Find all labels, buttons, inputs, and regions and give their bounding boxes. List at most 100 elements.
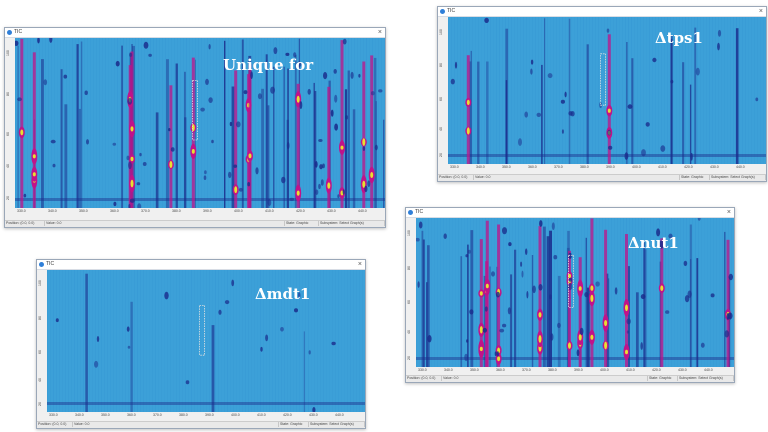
heatmap-texture-line	[339, 38, 340, 208]
heatmap-hot-streak	[20, 38, 24, 208]
heatmap-texture-line	[216, 38, 217, 208]
heatmap-texture-line	[95, 270, 96, 412]
x-tick-label: 390.0	[574, 368, 583, 372]
heatmap-texture-line	[668, 218, 669, 367]
heatmap-texture-line	[703, 17, 704, 164]
heatmap-streak	[422, 239, 425, 367]
heatmap-hot-streak	[169, 85, 173, 208]
heatmap-spot	[652, 57, 657, 63]
heatmap-spot	[416, 237, 420, 242]
heatmap-texture-line	[300, 38, 301, 208]
heatmap-texture-line	[336, 38, 337, 208]
heatmap-texture-line	[225, 38, 226, 208]
heatmap-spot	[148, 53, 152, 57]
heatmap-texture-line	[303, 38, 304, 208]
heatmap-plot[interactable]	[448, 17, 766, 164]
heatmap-texture-line	[718, 17, 719, 164]
heatmap-spot	[211, 139, 214, 144]
heatmap-texture-line	[710, 218, 711, 367]
heatmap-texture-line	[299, 270, 300, 412]
heatmap-spot	[469, 309, 474, 315]
heatmap-texture-line	[763, 17, 764, 164]
heatmap-peak-core	[296, 95, 300, 103]
selection-region[interactable]	[192, 80, 199, 141]
heatmap-texture-line	[252, 38, 253, 208]
heatmap-texture-line	[105, 38, 106, 208]
heatmap-spot	[606, 28, 610, 33]
heatmap-texture-line	[51, 38, 52, 208]
heatmap-peak-core	[568, 342, 571, 349]
heatmap-texture-line	[499, 17, 500, 164]
heatmap-spot	[417, 281, 420, 288]
heatmap-texture-line	[512, 218, 513, 367]
close-icon[interactable]: ×	[357, 261, 362, 268]
heatmap-streak	[510, 274, 513, 367]
heatmap-texture-line	[491, 218, 492, 367]
heatmap-peak-core	[590, 285, 594, 291]
heatmap-texture-line	[77, 270, 78, 412]
heatmap-spot	[17, 97, 22, 102]
heatmap-streak	[608, 278, 610, 367]
heatmap-spot	[296, 61, 302, 68]
selection-region[interactable]	[199, 305, 206, 356]
heatmap-spot	[143, 41, 149, 49]
heatmap-texture-line	[257, 270, 258, 412]
heatmap-plot[interactable]	[47, 270, 365, 412]
chromatogram-window-unique[interactable]: TIC × 100 80 60 40 20 330.0 340.0 350.0 …	[4, 27, 386, 228]
heatmap-canvas[interactable]	[47, 270, 365, 412]
heatmap-canvas[interactable]	[416, 218, 734, 367]
heatmap-texture-line	[598, 17, 599, 164]
heatmap-spot	[550, 333, 554, 341]
x-tick-label: 430.0	[678, 368, 687, 372]
heatmap-texture-line	[255, 38, 256, 208]
window-titlebar[interactable]: TIC ×	[5, 28, 385, 38]
chromatogram-window-tps1[interactable]: TIC × 100 80 60 40 20 330.0 340.0 350.0 …	[437, 6, 767, 182]
heatmap-spot	[52, 163, 56, 168]
y-tick-label: 20	[6, 196, 10, 200]
heatmap-spot	[641, 149, 646, 157]
heatmap-spot	[55, 318, 59, 323]
heatmap-texture-line	[215, 270, 216, 412]
heatmap-hot-streak	[128, 65, 132, 208]
heatmap-plot[interactable]	[416, 218, 734, 367]
window-titlebar[interactable]: TIC ×	[438, 7, 766, 17]
heatmap-texture-line	[671, 218, 672, 367]
heatmap-streak	[273, 66, 275, 208]
heatmap-texture-line	[261, 38, 262, 208]
close-icon[interactable]: ×	[758, 8, 763, 15]
heatmap-spot	[330, 109, 334, 117]
heatmap-peak-core	[625, 304, 628, 312]
heatmap-plot[interactable]	[15, 38, 385, 208]
close-icon[interactable]: ×	[726, 209, 731, 216]
heatmap-texture-line	[466, 17, 467, 164]
chromatogram-window-mdt1[interactable]: TIC × 100 80 60 40 20 330.0 340.0 350.0 …	[36, 259, 366, 429]
heatmap-streak	[352, 109, 356, 208]
heatmap-texture-line	[258, 38, 259, 208]
heatmap-texture-line	[108, 38, 109, 208]
heatmap-canvas[interactable]	[448, 17, 766, 164]
status-subsystem: Subsystem: Select Graph(s)	[678, 376, 734, 381]
x-axis: 330.0 340.0 350.0 360.0 370.0 380.0 390.…	[15, 209, 385, 215]
window-titlebar[interactable]: TIC ×	[406, 208, 734, 218]
heatmap-texture-line	[451, 17, 452, 164]
heatmap-background	[416, 218, 734, 367]
heatmap-texture-line	[670, 17, 671, 164]
x-tick-label: 410.0	[658, 165, 667, 169]
window-title: TIC	[447, 8, 456, 14]
window-titlebar[interactable]: TIC ×	[37, 260, 365, 270]
heatmap-texture-line	[18, 38, 19, 208]
heatmap-texture-line	[24, 38, 25, 208]
heatmap-texture-line	[362, 270, 363, 412]
heatmap-texture-line	[677, 218, 678, 367]
heatmap-texture-line	[165, 38, 166, 208]
heatmap-spot	[128, 204, 131, 208]
heatmap-canvas[interactable]	[15, 38, 385, 208]
x-tick-label: 390.0	[606, 165, 615, 169]
heatmap-texture-line	[550, 17, 551, 164]
chromatogram-window-nut1[interactable]: TIC × 100 80 60 40 20 330.0 340.0 350.0 …	[405, 207, 735, 383]
heatmap-texture-line	[137, 270, 138, 412]
heatmap-texture-line	[616, 17, 617, 164]
close-icon[interactable]: ×	[377, 29, 382, 36]
heatmap-streak	[486, 61, 489, 164]
heatmap-texture-line	[751, 17, 752, 164]
